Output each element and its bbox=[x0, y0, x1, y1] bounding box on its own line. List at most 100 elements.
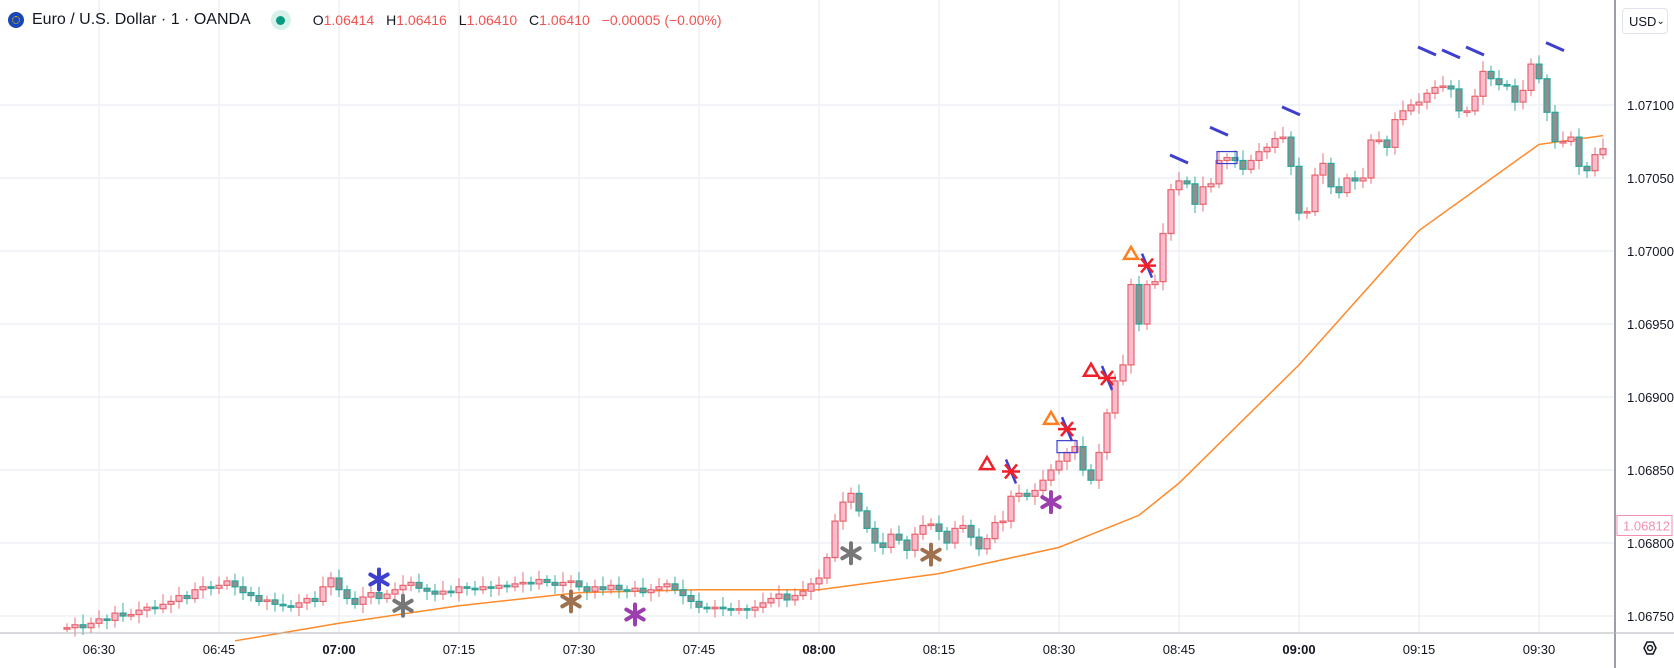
asterisk-stroke bbox=[1040, 495, 1062, 510]
candle bbox=[1367, 134, 1375, 184]
box-marker bbox=[1056, 440, 1078, 454]
candle-body bbox=[719, 606, 727, 610]
candle-body bbox=[1439, 85, 1447, 89]
candle-body bbox=[767, 597, 775, 604]
candle-body bbox=[1231, 156, 1239, 162]
candle-body bbox=[391, 589, 399, 595]
candles bbox=[63, 55, 1607, 637]
candle bbox=[495, 576, 503, 596]
candle bbox=[503, 580, 511, 593]
asterisk-stroke bbox=[624, 607, 646, 622]
candle-body bbox=[967, 524, 975, 538]
candle bbox=[559, 572, 567, 593]
candle-body bbox=[415, 581, 423, 589]
candle-body bbox=[271, 599, 279, 605]
candle bbox=[1415, 93, 1423, 114]
candle bbox=[1463, 106, 1471, 117]
candle-body bbox=[1583, 165, 1591, 172]
candle bbox=[1247, 154, 1255, 174]
candle-body bbox=[1527, 63, 1535, 92]
candle-body bbox=[679, 589, 687, 597]
candle-body bbox=[495, 584, 503, 589]
price-label-box bbox=[1616, 514, 1673, 536]
candle-body bbox=[839, 501, 847, 522]
candle bbox=[1031, 483, 1039, 506]
candle-body bbox=[1391, 118, 1399, 148]
asterisk-marker bbox=[392, 593, 414, 618]
candle bbox=[223, 576, 231, 590]
asterisk-stroke bbox=[920, 547, 942, 562]
candle-body bbox=[1263, 146, 1271, 153]
candle-body bbox=[207, 586, 215, 589]
candle bbox=[551, 575, 559, 595]
candle-body bbox=[815, 577, 823, 585]
candle-body bbox=[1079, 446, 1087, 471]
candle-body bbox=[175, 594, 183, 602]
candle bbox=[135, 601, 143, 624]
candle bbox=[95, 610, 103, 628]
candle-body bbox=[1111, 380, 1119, 414]
candle bbox=[671, 576, 679, 595]
candle bbox=[663, 579, 671, 593]
candle bbox=[647, 583, 655, 602]
candle-body bbox=[327, 577, 335, 588]
y-tick-label: 1.06750 bbox=[1627, 609, 1674, 624]
candle-body bbox=[231, 580, 239, 588]
asterisk-marker bbox=[560, 589, 582, 614]
currency-selector[interactable]: USD ⌄ bbox=[1622, 8, 1668, 34]
candle-body bbox=[1087, 469, 1095, 481]
price-label: 1.06812 bbox=[1623, 518, 1670, 533]
candle-body bbox=[1511, 85, 1519, 103]
x-tick-label: 09:00 bbox=[1282, 642, 1315, 657]
candle bbox=[975, 528, 983, 557]
candle bbox=[271, 592, 279, 612]
candle-body bbox=[1535, 63, 1543, 80]
settings-icon[interactable] bbox=[1638, 636, 1662, 660]
candle bbox=[1343, 173, 1351, 197]
candle-body bbox=[1343, 177, 1351, 194]
candle-body bbox=[375, 592, 383, 600]
candle bbox=[167, 595, 175, 614]
candle bbox=[119, 602, 127, 622]
candle-body bbox=[1103, 412, 1111, 454]
candle-body bbox=[1239, 159, 1247, 170]
candle bbox=[927, 518, 935, 530]
asterisk-marker bbox=[920, 542, 942, 567]
market-status-icon[interactable] bbox=[270, 10, 291, 30]
candle-body bbox=[711, 606, 719, 610]
candle bbox=[935, 515, 943, 541]
candle-body bbox=[1415, 101, 1423, 106]
candle bbox=[1359, 167, 1367, 189]
moving-average-line bbox=[234, 134, 1604, 642]
candle-body bbox=[1447, 85, 1455, 90]
candle bbox=[159, 594, 167, 614]
candle bbox=[79, 614, 87, 635]
candle-body bbox=[239, 586, 247, 594]
cross-stroke bbox=[1140, 257, 1154, 274]
candle bbox=[855, 484, 863, 517]
candle bbox=[87, 617, 95, 634]
candle-body bbox=[1575, 136, 1583, 167]
candle bbox=[1103, 408, 1111, 460]
candle bbox=[895, 525, 903, 545]
candle bbox=[1471, 88, 1479, 116]
symbol-title[interactable]: Euro / U.S. Dollar · 1 · OANDA bbox=[32, 11, 251, 28]
candle-body bbox=[1167, 189, 1175, 235]
candle bbox=[63, 623, 71, 633]
candle bbox=[1015, 484, 1023, 503]
candle bbox=[263, 595, 271, 611]
candle-body bbox=[703, 606, 711, 610]
candle bbox=[1215, 151, 1223, 189]
open-value: 1.06414 bbox=[323, 12, 375, 28]
candle-body bbox=[1471, 95, 1479, 112]
candle bbox=[1023, 488, 1031, 501]
candle-body bbox=[1191, 183, 1199, 205]
candle bbox=[1335, 178, 1343, 199]
candle bbox=[1567, 131, 1575, 146]
candle-body bbox=[319, 586, 327, 602]
asterisk-marker bbox=[1040, 490, 1062, 515]
x-tick-label: 06:30 bbox=[83, 642, 116, 657]
candle bbox=[879, 532, 887, 555]
x-tick-label: 07:15 bbox=[443, 642, 476, 657]
